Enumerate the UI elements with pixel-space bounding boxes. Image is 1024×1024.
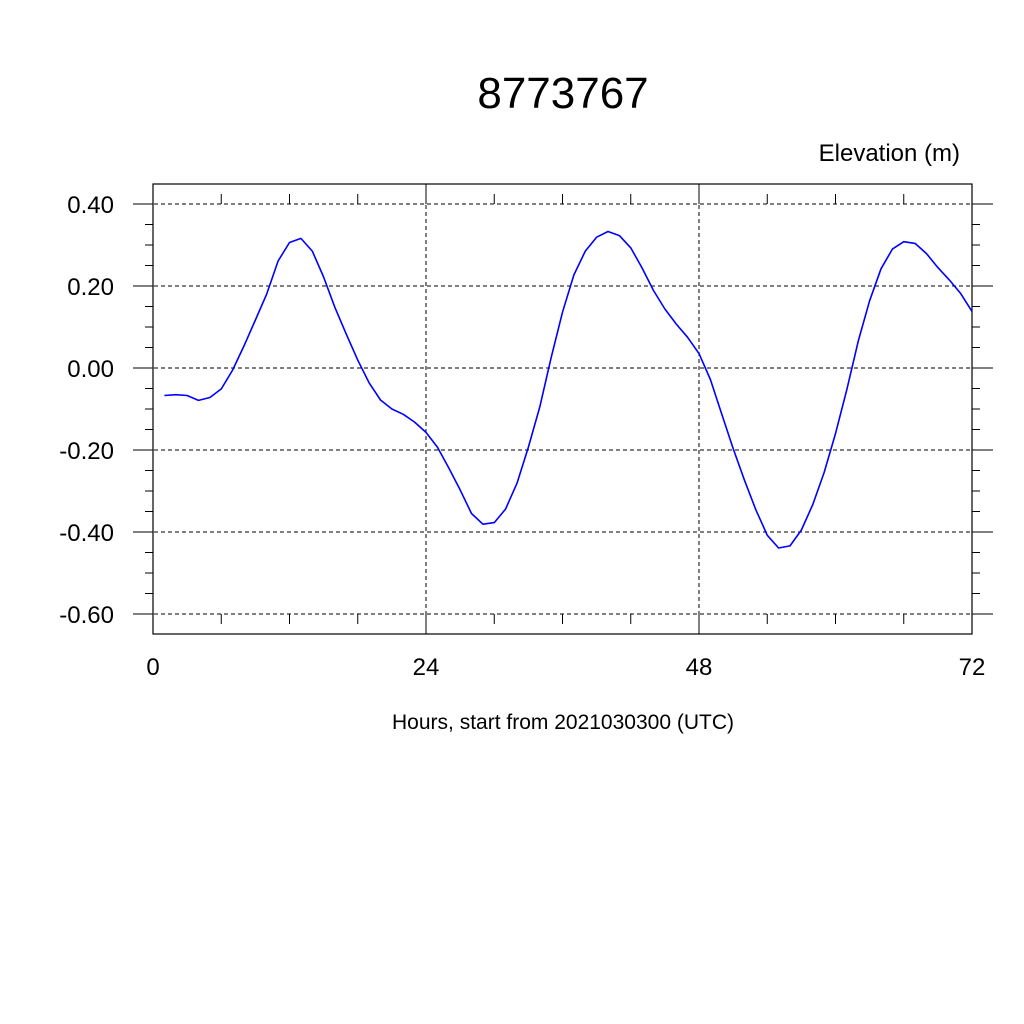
x-tick-label: 0 (146, 654, 159, 681)
series-layer (164, 230, 973, 549)
ticks (133, 184, 993, 634)
chart-title: 8773767 (477, 69, 648, 118)
y-tick-label: -0.40 (59, 520, 114, 547)
x-tick-label: 24 (413, 654, 440, 681)
grid (133, 184, 993, 634)
x-tick-label: 48 (686, 654, 713, 681)
x-tick-label: 72 (959, 654, 986, 681)
series-line (164, 230, 973, 549)
y-tick-label: -0.60 (59, 602, 114, 629)
y-tick-label: 0.20 (67, 274, 114, 301)
y-axis-label: Elevation (m) (819, 140, 960, 167)
y-tick-label: -0.20 (59, 438, 114, 465)
plot-frame (152, 183, 973, 635)
y-tick-label: 0.40 (67, 192, 114, 219)
x-axis-label: Hours, start from 2021030300 (UTC) (392, 711, 734, 734)
tick-labels: 0.40 0.20 0.00 -0.20 -0.40 -0.60 0 24 48 72 (59, 192, 985, 681)
y-tick-label: 0.00 (67, 356, 114, 383)
